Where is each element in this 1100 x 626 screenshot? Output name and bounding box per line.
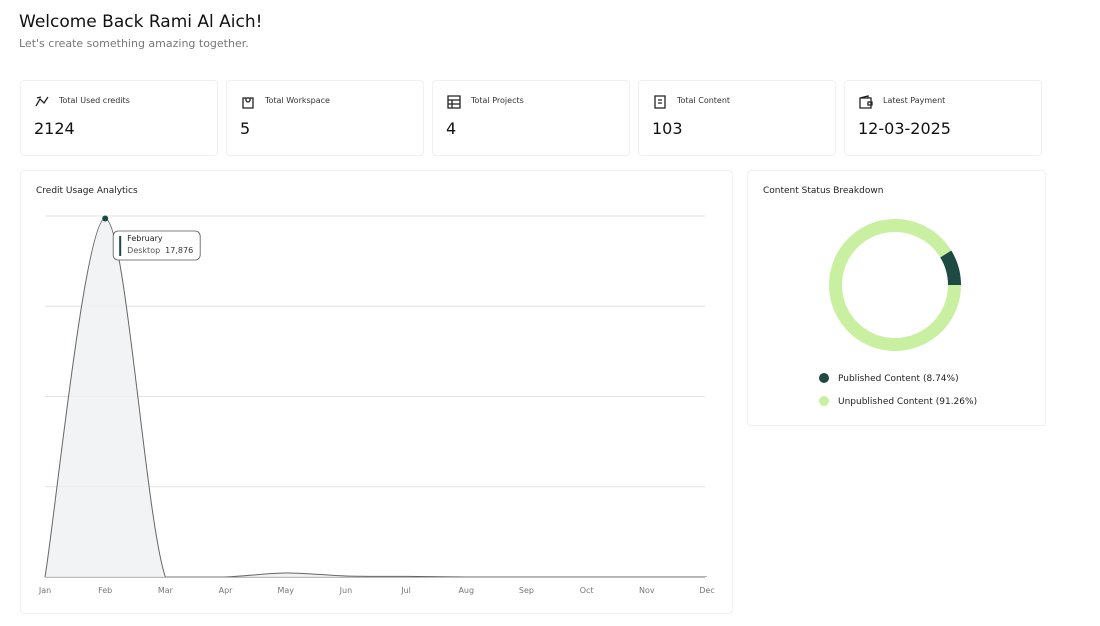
legend-label: Published Content (8.74%) [838,374,959,384]
tooltip-title: February [127,234,163,243]
legend-label: Unpublished Content (91.26%) [838,397,977,407]
stat-value: 2124 [34,119,75,138]
chart-title: Content Status Breakdown [763,186,883,196]
credit-panel [20,170,733,614]
x-tick-label: Dec [699,586,714,595]
tooltip [112,230,201,261]
stat-value: 5 [240,119,251,138]
x-tick-label: Jun [339,586,353,595]
stat-label: Total Projects [471,96,524,105]
icon [242,97,254,109]
legend-swatch [819,396,829,406]
chart-title: Credit Usage Analytics [36,186,138,196]
stat-card: Total Projects 4 [432,80,630,156]
stat-card: Latest Payment 12-03-2025 [844,80,1042,156]
x-tick-label: Nov [639,586,655,595]
tooltip-value: 17,876 [165,246,193,255]
legend-swatch [819,373,829,383]
donut-segment [940,250,961,285]
x-tick-label: Jul [400,586,411,595]
x-tick-label: Oct [580,586,594,595]
stat-value: 12-03-2025 [858,119,951,138]
icon [654,95,666,109]
icon [447,95,461,109]
stat-label: Total Content [677,96,731,105]
tooltip-series: Desktop [127,246,160,255]
x-tick-label: Feb [98,586,112,595]
x-tick-label: May [277,586,294,595]
x-tick-label: Apr [219,586,234,595]
legend-value: (91.26%) [936,397,977,407]
donut-segment [829,219,962,352]
stat-value: 4 [446,119,457,138]
legend-name: Published Content [838,374,920,384]
active-dot [102,215,109,222]
tooltip-marker [119,236,122,256]
stat-card: Total Content 103 [638,80,836,156]
x-tick-label: Aug [458,586,474,595]
plot-area [44,217,707,577]
stat-card: Total Used credits 2124 [20,80,218,156]
legend-name: Unpublished Content [838,397,933,407]
status-panel [747,170,1046,426]
legend-value: (8.74%) [923,374,959,384]
welcome-subtitle: Let's create something amazing together. [19,37,249,50]
stat-value: 103 [652,119,683,138]
x-tick-label: Jan [38,586,51,595]
stat-card: Total Workspace 5 [226,80,424,156]
stat-label: Total Workspace [265,96,330,105]
x-tick-label: Sep [519,586,534,595]
icon [35,96,49,107]
icon [859,95,873,109]
area [45,218,707,577]
stat-label: Latest Payment [883,96,946,105]
welcome-title: Welcome Back Rami Al Aich! [19,12,263,32]
x-tick-label: Mar [158,586,174,595]
stat-label: Total Used credits [59,96,130,105]
